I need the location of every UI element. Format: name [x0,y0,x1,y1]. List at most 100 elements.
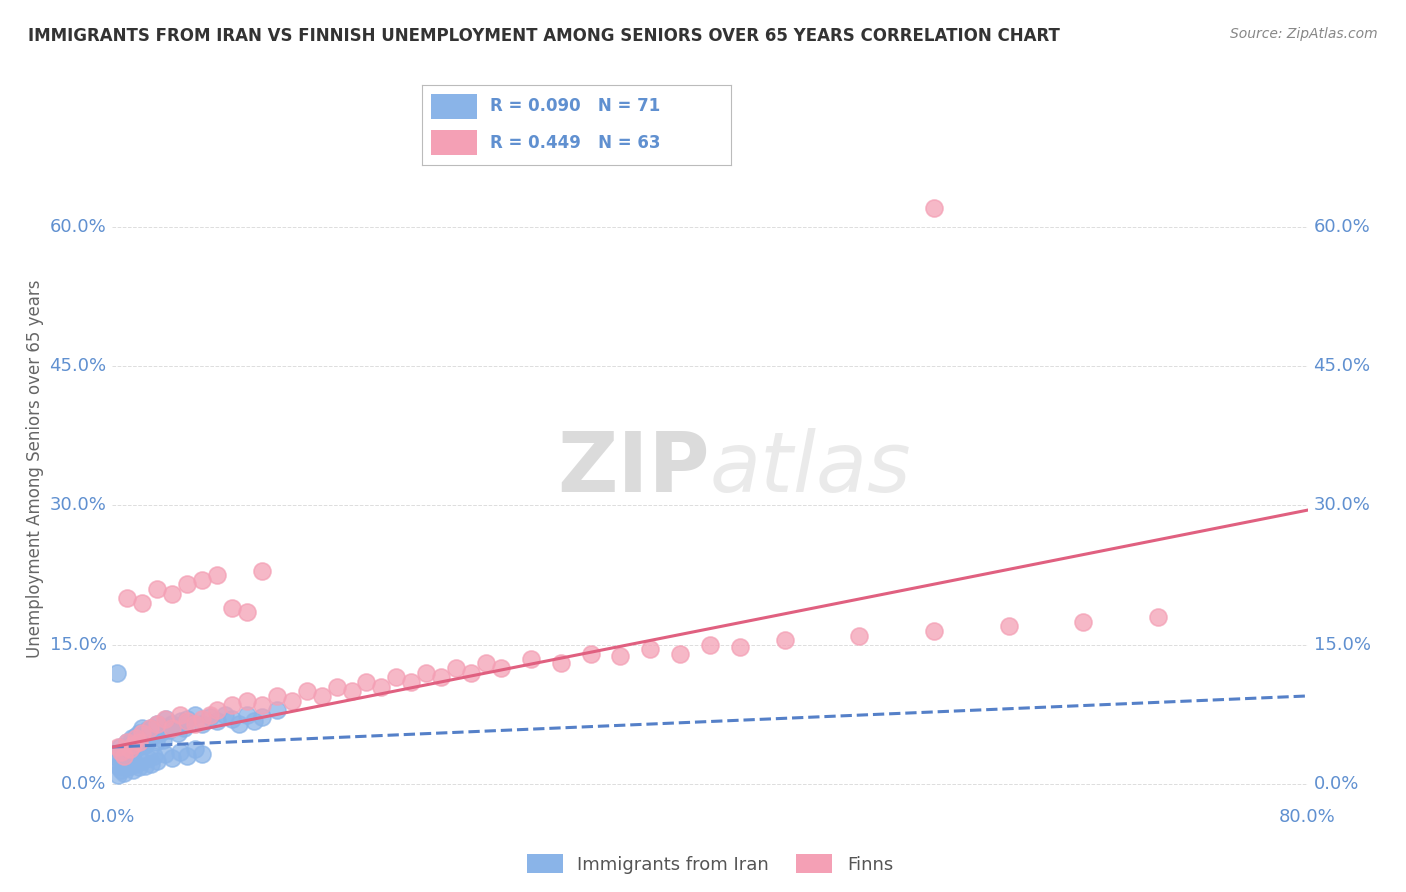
Point [143,749,166,764]
Point [107,768,129,782]
Point [170,714,193,728]
Point [134,738,156,752]
Point [773,633,796,648]
Point [115,742,138,756]
Point [520,652,543,666]
Point [138,751,160,765]
Point [155,712,177,726]
Point [114,747,135,762]
Point [146,716,169,731]
Point [122,745,145,759]
Text: 30.0%: 30.0% [1313,497,1371,515]
Point [183,742,205,756]
Point [134,758,156,772]
Point [550,657,572,671]
Point [401,675,423,690]
Point [638,642,662,657]
Point [922,201,945,215]
Point [214,707,236,722]
Point [117,735,139,749]
Point [131,722,153,736]
Point [131,596,153,610]
Text: R = 0.090   N = 71: R = 0.090 N = 71 [489,97,659,115]
Point [266,689,288,703]
Point [176,749,198,764]
FancyBboxPatch shape [432,129,478,155]
Point [120,742,142,756]
Point [430,670,453,684]
Point [120,742,142,756]
Point [129,735,152,749]
Point [922,624,945,638]
Text: 60.0%: 60.0% [1313,218,1371,235]
Point [295,684,318,698]
Point [356,675,378,690]
Point [1147,610,1170,624]
Point [118,738,141,752]
Point [176,577,198,591]
Text: 0.0%: 0.0% [60,775,107,793]
Text: 15.0%: 15.0% [49,636,107,654]
Text: Unemployment Among Seniors over 65 years: Unemployment Among Seniors over 65 years [25,279,44,657]
Point [127,740,149,755]
Point [138,732,160,747]
Point [198,710,221,724]
Point [104,749,127,764]
Point [125,729,148,743]
Point [114,749,135,764]
Point [236,693,259,707]
Text: 30.0%: 30.0% [49,497,107,515]
Point [228,716,250,731]
Point [205,703,228,717]
Point [110,745,132,759]
Point [183,716,205,731]
Point [125,756,148,771]
Point [444,661,467,675]
Point [110,764,132,778]
Point [141,722,163,736]
Point [205,568,228,582]
Point [198,707,221,722]
Text: atlas: atlas [710,428,911,508]
Text: 60.0%: 60.0% [49,218,107,235]
Point [340,684,363,698]
Point [385,670,408,684]
Point [162,716,183,731]
FancyBboxPatch shape [432,94,478,120]
Text: 0.0%: 0.0% [1313,775,1360,793]
Point [152,732,174,747]
Point [145,735,167,749]
Point [128,735,150,749]
Point [250,564,273,578]
Point [221,698,243,713]
Text: R = 0.449   N = 63: R = 0.449 N = 63 [489,134,661,152]
Point [105,754,128,768]
Point [122,738,145,752]
Point [149,726,172,740]
Point [111,751,134,765]
Point [117,760,139,774]
Text: 45.0%: 45.0% [49,357,107,376]
Point [243,714,266,728]
Point [191,573,214,587]
Point [325,680,347,694]
Point [142,729,165,743]
Point [131,754,153,768]
Point [236,605,259,619]
Point [122,764,145,778]
Point [191,716,214,731]
Point [162,751,183,765]
Point [120,758,142,772]
Point [108,740,131,755]
Point [146,582,169,596]
Point [146,754,169,768]
Point [135,723,157,738]
Point [475,657,498,671]
Point [579,647,602,661]
Text: 45.0%: 45.0% [1313,357,1371,376]
Point [132,731,155,745]
Point [609,648,631,663]
Point [250,710,273,724]
Point [998,619,1021,633]
Point [728,640,751,654]
